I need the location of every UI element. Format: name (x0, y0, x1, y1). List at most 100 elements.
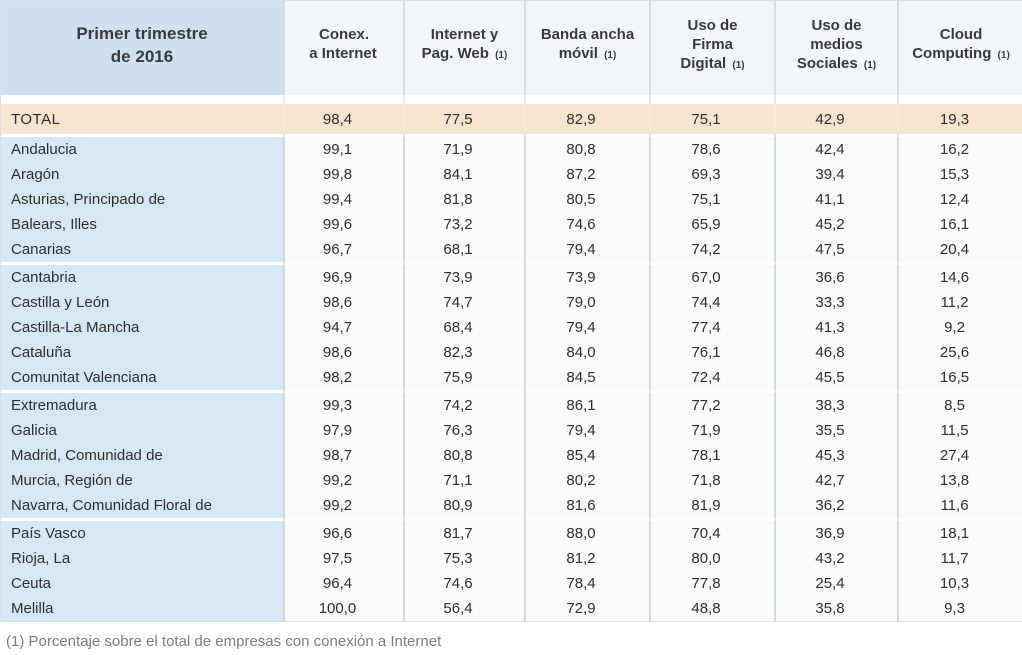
footnote-marker: (1) (732, 59, 745, 71)
value-cell: 73,9 (524, 265, 650, 290)
col-header-internet-pag-web: Internet y Pag. Web (1) (403, 1, 525, 95)
region-row: Ceuta 96,4 74,6 78,4 77,8 25,4 10,3 (1, 571, 1022, 596)
separator-cell (774, 518, 898, 521)
value-cell: 36,6 (774, 265, 898, 290)
value-cell: 45,5 (774, 365, 898, 390)
separator-cell (524, 262, 650, 265)
data-table: Primer trimestre de 2016 Conex. a Intern… (1, 1, 1022, 621)
value-cell: 20,4 (897, 237, 1022, 262)
value-cell: 98,4 (283, 104, 404, 134)
value-cell: 98,7 (283, 443, 404, 468)
footnote-marker: (1) (495, 50, 508, 61)
value-cell: 11,2 (897, 290, 1022, 315)
separator-cell (1, 262, 284, 265)
value-cell: 85,4 (524, 443, 650, 468)
separator-cell (403, 95, 525, 104)
value-cell: 77,4 (649, 315, 775, 340)
separator-cell (897, 518, 1022, 521)
region-row: Murcia, Región de 99,2 71,1 80,2 71,8 42,7 13,… (1, 468, 1022, 493)
value-cell: 11,6 (897, 493, 1022, 518)
region-name-cell: Andalucia (1, 137, 284, 162)
region-row: Canarias 96,7 68,1 79,4 74,2 47,5 20,4 (1, 237, 1022, 262)
value-cell: 75,1 (649, 187, 775, 212)
value-cell: 79,0 (524, 290, 650, 315)
value-cell: 67,0 (649, 265, 775, 290)
separator-cell (403, 518, 525, 521)
value-cell: 98,2 (283, 365, 404, 390)
value-cell: 38,3 (774, 393, 898, 418)
separator-cell (897, 262, 1022, 265)
value-cell: 71,8 (649, 468, 775, 493)
value-cell: 98,6 (283, 290, 404, 315)
value-cell: 56,4 (403, 596, 525, 621)
footnote-marker: (1) (863, 59, 877, 71)
region-name-cell: Murcia, Región de (1, 468, 284, 493)
separator-cell (403, 262, 525, 265)
value-cell: 94,7 (283, 315, 404, 340)
region-row: Asturias, Principado de 99,4 81,8 80,5 75,1 4… (1, 187, 1022, 212)
value-cell: 42,7 (774, 468, 898, 493)
region-name-cell: Cataluña (1, 340, 284, 365)
value-cell: 78,1 (649, 443, 775, 468)
separator-cell (403, 134, 525, 137)
value-cell: 84,5 (524, 365, 650, 390)
value-cell: 99,4 (283, 187, 404, 212)
value-cell: 25,6 (897, 340, 1022, 365)
separator-cell (774, 95, 898, 104)
value-cell: 80,0 (649, 546, 775, 571)
value-cell: 16,5 (897, 365, 1022, 390)
separator-cell (283, 95, 404, 104)
value-cell: 42,4 (774, 137, 898, 162)
value-cell: 99,8 (283, 162, 404, 187)
table-container: Primer trimestre de 2016 Conex. a Intern… (0, 0, 1022, 622)
separator-cell (774, 262, 898, 265)
separator-cell (283, 390, 404, 393)
value-cell: 74,7 (403, 290, 525, 315)
region-row: Aragón 99,8 84,1 87,2 69,3 39,4 15,3 (1, 162, 1022, 187)
separator-cell (897, 390, 1022, 393)
value-cell: 9,3 (897, 596, 1022, 621)
value-cell: 11,5 (897, 418, 1022, 443)
value-cell: 43,2 (774, 546, 898, 571)
region-name-cell: País Vasco (1, 521, 284, 546)
value-cell: 35,8 (774, 596, 898, 621)
separator-cell (524, 95, 650, 104)
value-cell: 47,5 (774, 237, 898, 262)
value-cell: 33,3 (774, 290, 898, 315)
value-cell: 84,1 (403, 162, 525, 187)
value-cell: 8,5 (897, 393, 1022, 418)
value-cell: 96,6 (283, 521, 404, 546)
separator-cell (649, 390, 775, 393)
region-name-cell: Asturias, Principado de (1, 187, 284, 212)
region-row: Balears, Illes 99,6 73,2 74,6 65,9 45,2 16,1 (1, 212, 1022, 237)
value-cell: 81,8 (403, 187, 525, 212)
value-cell: 41,3 (774, 315, 898, 340)
group-separator (1, 134, 1022, 137)
separator-cell (649, 262, 775, 265)
region-row: Madrid, Comunidad de 98,7 80,8 85,4 78,1 45,3… (1, 443, 1022, 468)
region-row: Andalucia 99,1 71,9 80,8 78,6 42,4 16,2 (1, 137, 1022, 162)
value-cell: 81,9 (649, 493, 775, 518)
value-cell: 77,8 (649, 571, 775, 596)
value-cell: 14,6 (897, 265, 1022, 290)
value-cell: 79,4 (524, 315, 650, 340)
value-cell: 99,2 (283, 493, 404, 518)
value-cell: 74,6 (524, 212, 650, 237)
table-title-text: Primer trimestre de 2016 (76, 24, 208, 66)
region-row: Rioja, La 97,5 75,3 81,2 80,0 43,2 11,7 (1, 546, 1022, 571)
region-row: Navarra, Comunidad Floral de 99,2 80,9 81,6… (1, 493, 1022, 518)
value-cell: 76,1 (649, 340, 775, 365)
region-row: Galicia 97,9 76,3 79,4 71,9 35,5 11,5 (1, 418, 1022, 443)
value-cell: 84,0 (524, 340, 650, 365)
value-cell: 99,1 (283, 137, 404, 162)
value-cell: 68,1 (403, 237, 525, 262)
region-name-cell: Extremadura (1, 393, 284, 418)
value-cell: 74,2 (403, 393, 525, 418)
separator-cell (649, 518, 775, 521)
separator-cell (897, 95, 1022, 104)
separator-cell (649, 95, 775, 104)
value-cell: 36,9 (774, 521, 898, 546)
value-cell: 78,4 (524, 571, 650, 596)
value-cell: 13,8 (897, 468, 1022, 493)
